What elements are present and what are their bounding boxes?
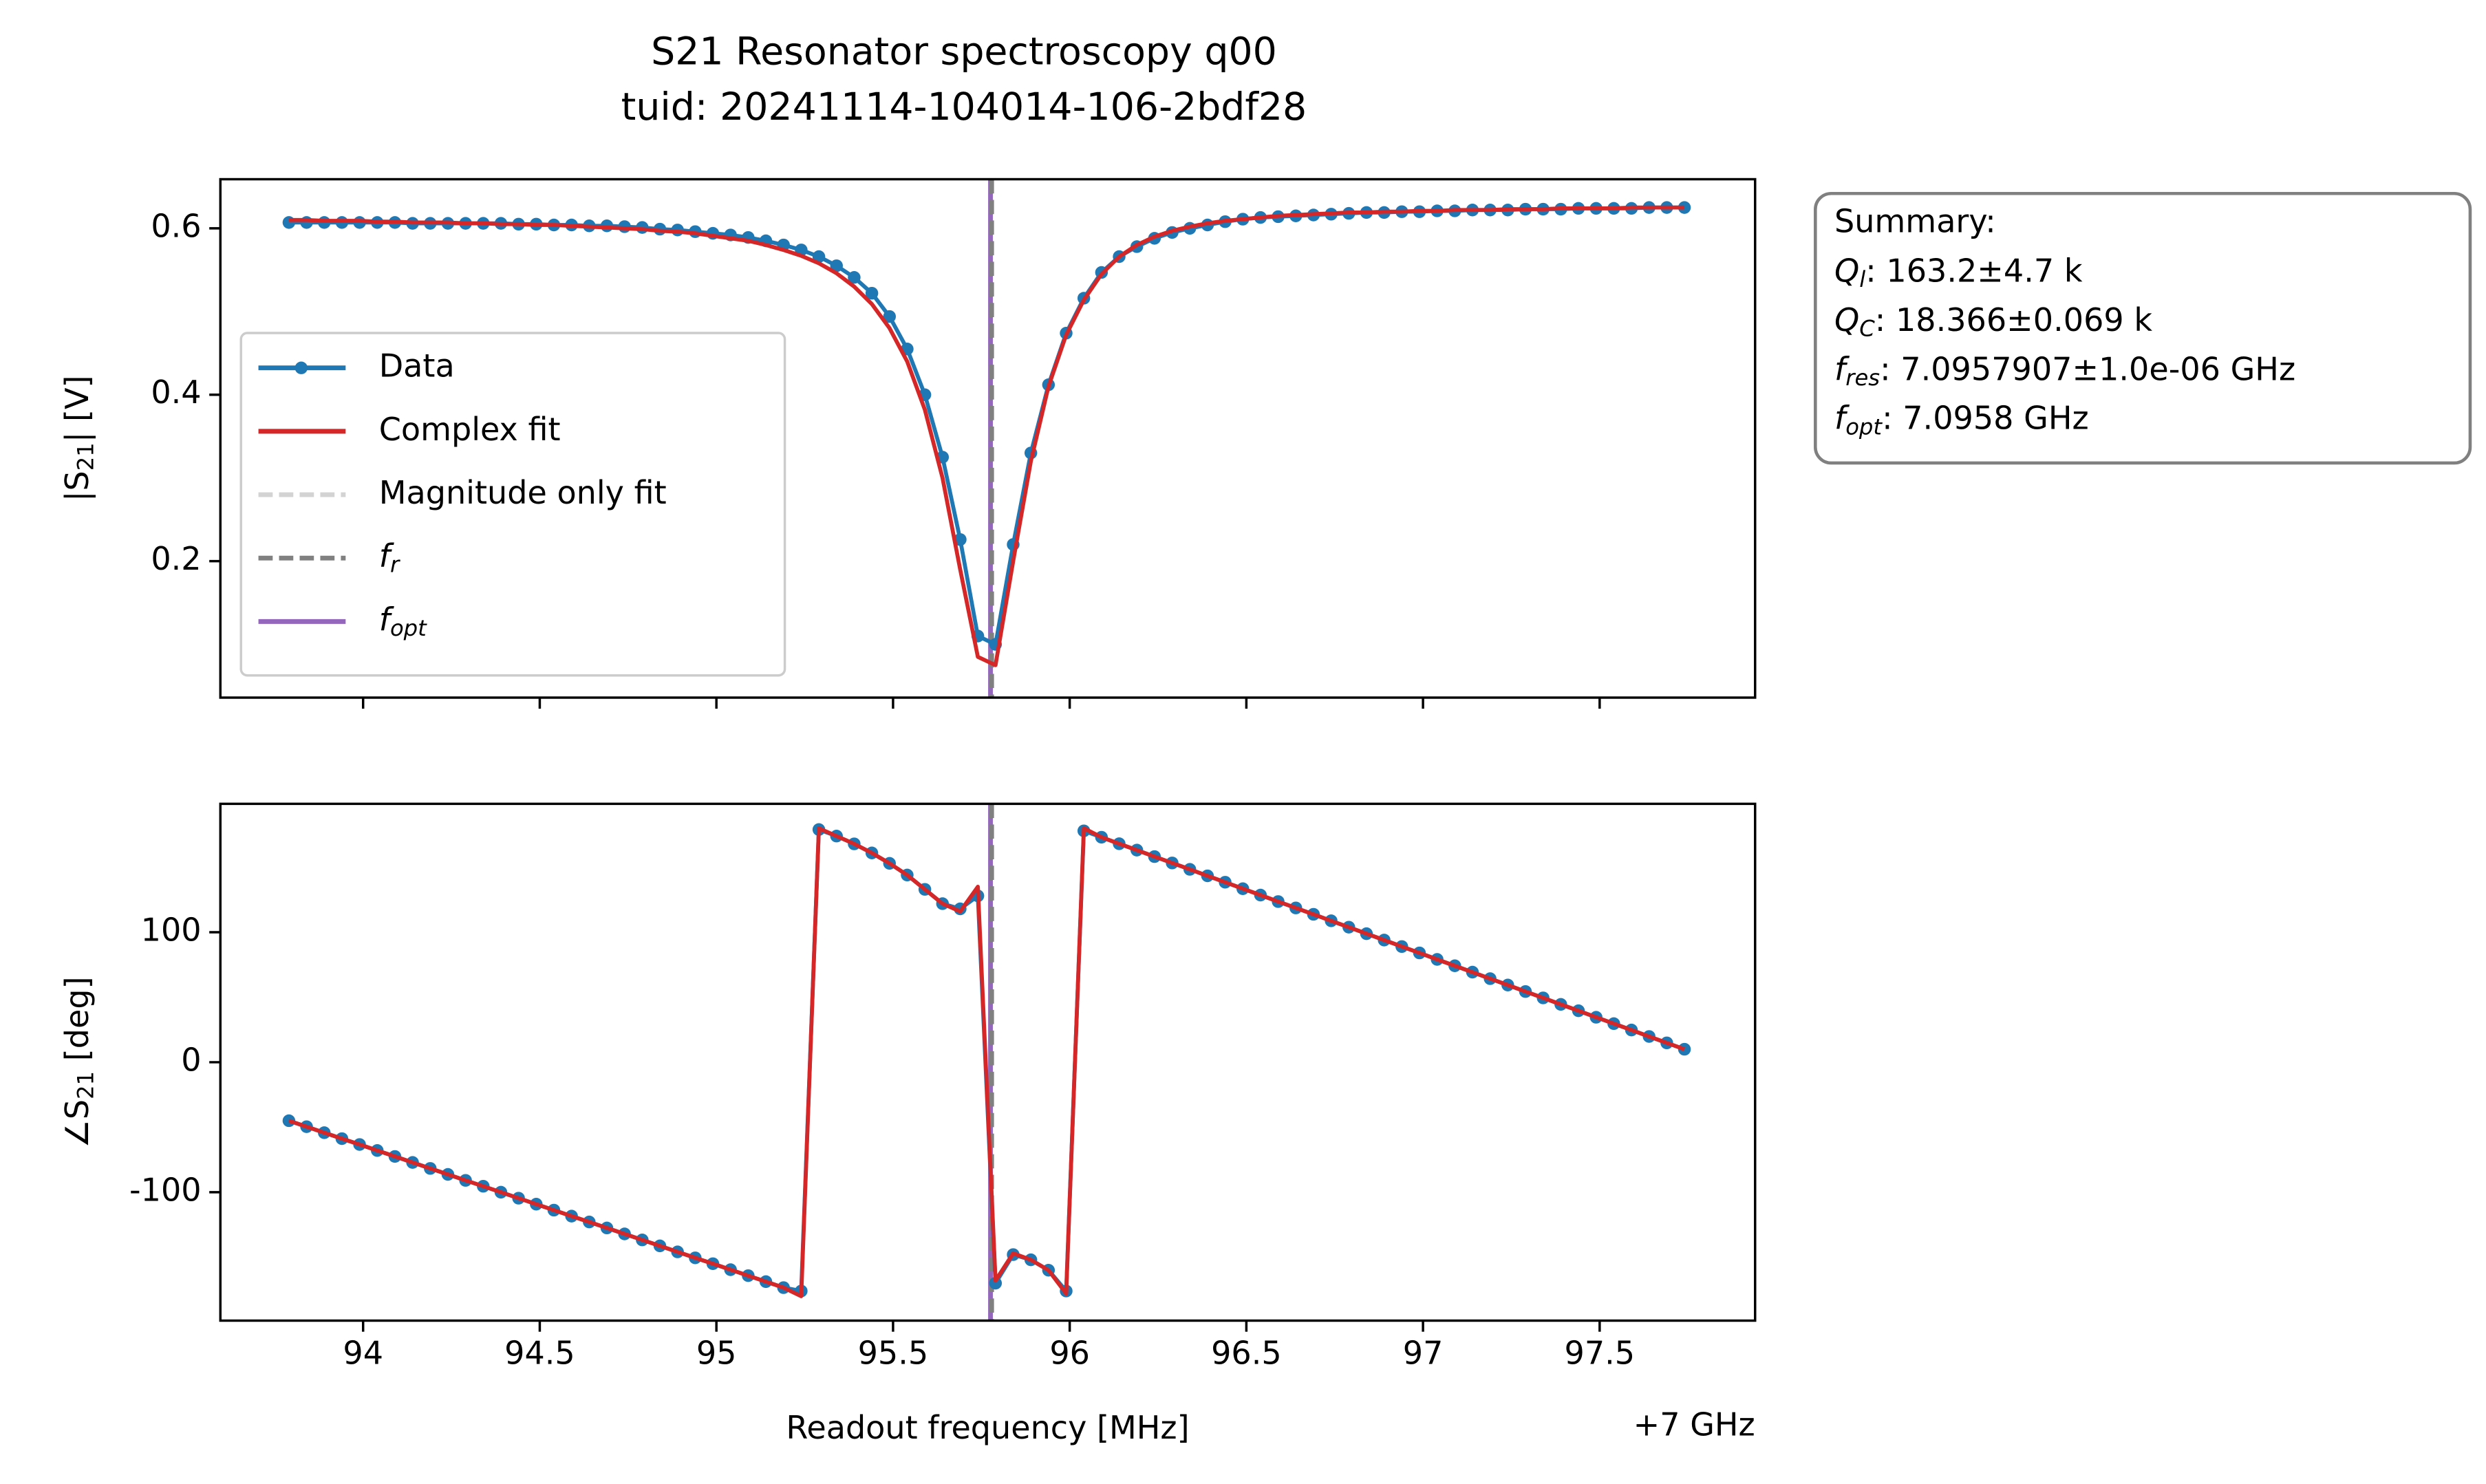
y-tick-label: 0.2: [151, 540, 201, 577]
y-axis-label-part: | [V]: [58, 376, 96, 443]
x-tick-label: 96.5: [1211, 1335, 1282, 1372]
summary-line-part: : 7.0958 GHz: [1882, 399, 2089, 436]
x-tick-label: 96: [1049, 1335, 1090, 1372]
fit-line: [288, 205, 1685, 667]
summary-line-part: C: [1859, 315, 1875, 341]
summary-line-part: l: [1859, 266, 1865, 292]
y-tick-label: 0.4: [151, 374, 201, 411]
data-point: [1678, 201, 1691, 214]
plot-frame: [219, 178, 1757, 699]
x-tick-label: 94.5: [504, 1335, 575, 1372]
y-axis-label-part: [deg]: [58, 976, 96, 1071]
x-tick-label: 97.5: [1565, 1335, 1636, 1372]
y-axis-label: |S21| [V]: [58, 376, 99, 502]
summary-title: Summary:: [1834, 203, 1996, 240]
summary-line-part: opt: [1845, 413, 1883, 440]
legend-label-part: Complex fit: [379, 410, 561, 447]
y-tick-label: -100: [129, 1171, 202, 1208]
data-point: [865, 286, 879, 300]
y-axis-label-part: ∠S: [58, 1099, 96, 1148]
legend-label: Complex fit: [379, 410, 561, 447]
y-axis-label-part: |S: [58, 471, 96, 502]
y-tick-label: 0.6: [151, 207, 201, 244]
y-axis-label-part: 21: [73, 442, 99, 471]
x-tick-label: 94: [343, 1335, 383, 1372]
legend-marker: [294, 361, 308, 374]
summary-line-part: Q: [1834, 252, 1859, 289]
chart-subtitle: tuid: 20241114-104014-106-2bdf28: [621, 85, 1307, 129]
x-axis-label: Readout frequency [MHz]: [786, 1409, 1189, 1446]
x-tick-label: 97: [1403, 1335, 1444, 1372]
y-axis-label-part: 21: [73, 1071, 99, 1099]
legend-label: Magnitude only fit: [379, 474, 667, 511]
data-point: [883, 310, 896, 323]
data-point: [848, 271, 861, 284]
summary-line: Ql: 163.2±4.7 k: [1834, 252, 2083, 292]
plot-frame: [219, 802, 1757, 1322]
x-tick-label: 95.5: [858, 1335, 929, 1372]
legend-label-part: r: [390, 552, 400, 578]
summary-box: [1814, 191, 2472, 465]
summary-line-part: : 163.2±4.7 k: [1865, 252, 2083, 289]
summary-line-part: res: [1845, 365, 1880, 391]
y-tick-label: 100: [141, 912, 202, 949]
plot-area: [282, 179, 1691, 698]
y-tick-label: 0: [181, 1041, 201, 1078]
summary-line: fres: 7.0957907±1.0e-06 GHz: [1834, 350, 2295, 391]
data-point: [830, 259, 843, 272]
plot-area: [282, 804, 1691, 1321]
legend-label-part: opt: [390, 615, 427, 641]
data-point: [989, 1276, 1003, 1290]
summary: Summary:Ql: 163.2±4.7 kQC: 18.366±0.069 …: [1814, 191, 2472, 465]
summary-line-part: : 7.0957907±1.0e-06 GHz: [1880, 350, 2295, 387]
fit-line: [288, 826, 1686, 1298]
summary-line-part: : 18.366±0.069 k: [1875, 301, 2153, 338]
x-tick-label: 95: [696, 1335, 737, 1372]
summary-line: QC: 18.366±0.069 k: [1834, 301, 2152, 341]
chart-title: S21 Resonator spectroscopy q00: [651, 30, 1277, 74]
y-axis-label: ∠S21 [deg]: [58, 976, 99, 1148]
legend-box: [239, 332, 786, 677]
legend-label: Data: [379, 347, 455, 384]
summary-line-part: Q: [1834, 301, 1859, 338]
x-offset-label: +7 GHz: [1633, 1406, 1755, 1443]
legend-label-part: Magnitude only fit: [379, 474, 667, 511]
legend-label-part: Data: [379, 347, 455, 384]
